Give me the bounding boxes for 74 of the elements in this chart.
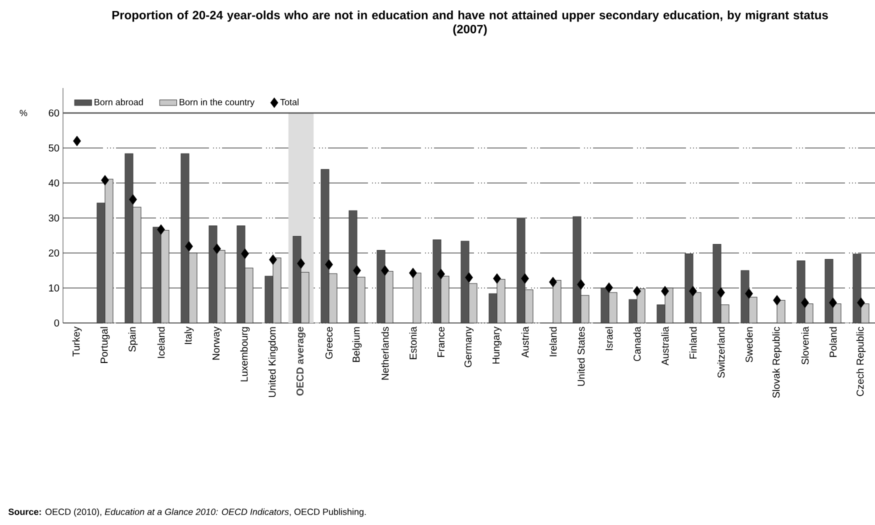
bar: [412, 272, 422, 324]
x-tick-label: Germany: [464, 326, 474, 368]
y-axis-title: %: [20, 110, 28, 116]
point: [605, 282, 613, 293]
x-tick-label: United Kingdom: [268, 327, 278, 397]
x-tick-label: Greece: [325, 326, 333, 359]
x-tick-label: Czech Republic: [856, 326, 866, 396]
x-tick-label: Australia: [661, 326, 669, 366]
point: [633, 286, 641, 296]
point: [493, 273, 501, 284]
y-tick-label: 50: [48, 144, 60, 152]
x-tick-label: United States: [577, 326, 585, 386]
x-tick-label: Canada: [633, 326, 641, 362]
point: [213, 244, 221, 254]
x-tick-label: Slovenia: [801, 326, 809, 364]
x-tick-label: Turkey: [72, 326, 82, 357]
x-tick-label: Estonia: [409, 326, 417, 360]
x-tick-label: Sweden: [745, 327, 753, 362]
x-tick-label: Slovak Republic: [772, 326, 782, 398]
x-tick-label: Austria: [521, 326, 529, 358]
point: [857, 297, 865, 308]
point: [353, 265, 361, 276]
x-tick-label: Iceland: [157, 327, 165, 358]
x-tick-label: Belgium: [352, 327, 362, 362]
x-tick-label: Finland: [689, 327, 697, 359]
point: [157, 224, 165, 235]
y-tick-label: 20: [48, 249, 60, 257]
y-tick-label: 30: [48, 214, 60, 222]
x-tick-label: OECD average: [296, 326, 306, 396]
point: [241, 248, 249, 259]
point: [297, 258, 305, 269]
point: [829, 297, 837, 308]
x-tick-label: Spain: [128, 327, 138, 352]
point: [325, 259, 333, 270]
point: [689, 286, 697, 296]
x-tick-label: Netherlands: [381, 326, 389, 380]
x-tick-label: Ireland: [549, 327, 557, 356]
point: [129, 194, 137, 205]
point: [717, 287, 725, 298]
point: [465, 272, 473, 283]
y-tick-label: 10: [49, 284, 60, 292]
point: [269, 254, 277, 265]
x-tick-label: Hungary: [492, 326, 502, 364]
x-tick-label: Norway: [212, 326, 222, 360]
point: [73, 136, 81, 146]
point: [549, 276, 557, 288]
text: Source: OECD (2010), Education at a Glance 2010: OECD Indicators, OECD Publishing.: [8, 508, 366, 517]
legend-label: Total: [280, 98, 298, 106]
point: [773, 295, 781, 306]
x-tick-label: Poland: [829, 327, 837, 357]
x-tick-label: Switzerland: [717, 327, 725, 378]
legend-label: Born abroad: [94, 98, 143, 106]
legend-label: Born in the country: [180, 98, 255, 108]
point: [409, 268, 417, 278]
y-tick-label: 0: [54, 319, 60, 327]
x-tick-label: France: [438, 326, 444, 357]
bar: [776, 300, 786, 324]
y-tick-label: 60: [48, 109, 60, 117]
point: [577, 279, 585, 290]
y-tick-label: 40: [48, 179, 60, 187]
chart-title: Proportion of 20-24 year-olds who are not in education and have not attained upper secondary education, by migrant status (2007): [112, 10, 828, 36]
point: [661, 286, 669, 296]
point: [101, 175, 109, 186]
x-tick-label: Portugal: [100, 327, 110, 363]
x-tick-label: Italy: [184, 326, 194, 344]
x-tick-label: Israel: [605, 327, 613, 350]
x-tick-label: Luxembourg: [240, 327, 250, 382]
point: [437, 268, 445, 280]
point: [745, 288, 753, 299]
point: [801, 297, 809, 308]
point: [185, 241, 193, 252]
bar: [552, 280, 562, 324]
point: [521, 273, 529, 284]
point: [381, 265, 389, 276]
